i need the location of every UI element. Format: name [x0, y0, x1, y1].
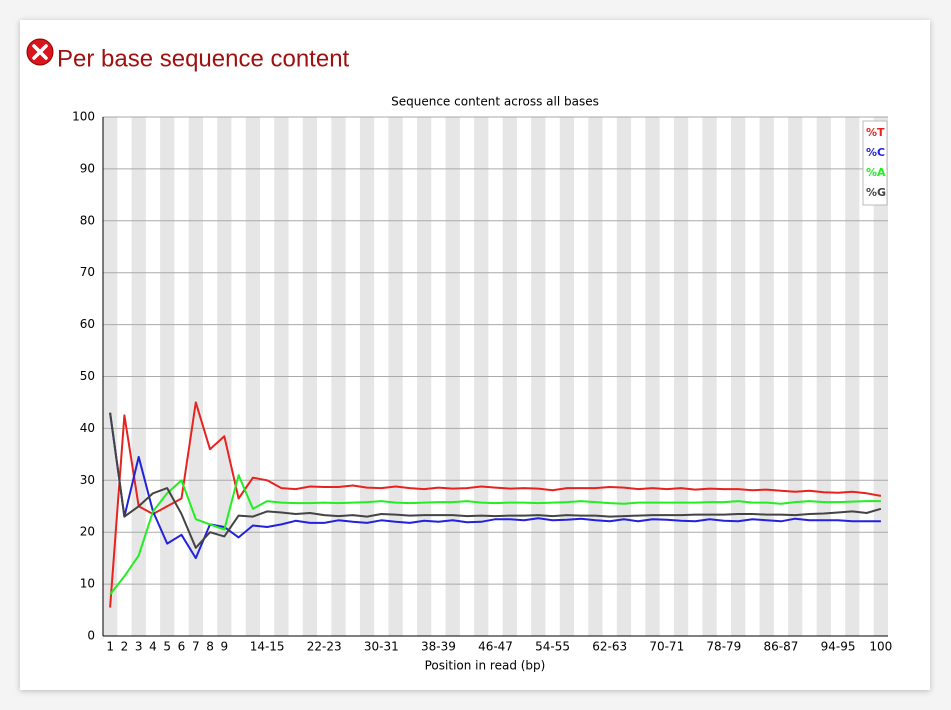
- y-tick-label: 50: [80, 369, 95, 383]
- x-tick-label: 5: [163, 640, 171, 654]
- y-tick-label: 70: [80, 265, 95, 279]
- page-title: Per base sequence content: [57, 45, 350, 72]
- x-tick-label: 6: [178, 640, 186, 654]
- y-tick-label: 30: [80, 473, 95, 487]
- x-tick-label: 94-95: [821, 640, 856, 654]
- x-tick-label: 1: [106, 640, 114, 654]
- x-tick-label: 78-79: [706, 640, 741, 654]
- legend-label: %T: [866, 126, 885, 139]
- x-tick-label: 3: [135, 640, 143, 654]
- series-line: [109, 412, 881, 560]
- x-tick-label: 54-55: [535, 640, 570, 654]
- legend-label: %A: [866, 166, 886, 179]
- y-tick-label: 60: [80, 317, 95, 331]
- y-tick-label: 10: [80, 577, 95, 591]
- y-tick-label: 90: [80, 161, 95, 175]
- y-tick-label: 20: [80, 525, 95, 539]
- x-tick-label: 8: [206, 640, 214, 654]
- x-tick-label: 22-23: [307, 640, 342, 654]
- series-line: [109, 401, 882, 608]
- y-tick-label: 0: [87, 629, 95, 643]
- legend-label: %C: [866, 146, 885, 159]
- y-tick-label: 40: [80, 421, 95, 435]
- x-tick-label: 38-39: [421, 640, 456, 654]
- chart-title: Sequence content across all bases: [391, 95, 599, 109]
- x-tick-label: 4: [149, 640, 157, 654]
- x-tick-label: 14-15: [250, 640, 285, 654]
- legend-label: %G: [866, 186, 886, 199]
- x-tick-label: 62-63: [592, 640, 627, 654]
- x-tick-label: 9: [220, 640, 228, 654]
- legend-box: [862, 120, 888, 206]
- x-tick-label: 46-47: [478, 640, 513, 654]
- y-tick-label: 80: [80, 213, 95, 227]
- x-tick-label: 70-71: [649, 640, 684, 654]
- series-line: [109, 474, 881, 596]
- x-tick-label: 86-87: [764, 640, 799, 654]
- y-tick-label: 100: [72, 110, 95, 124]
- error-icon: [26, 38, 54, 66]
- x-tick-label: 7: [192, 640, 200, 654]
- series-line: [109, 412, 882, 549]
- x-tick-label: 2: [121, 640, 129, 654]
- x-tick-label: 100: [869, 640, 892, 654]
- x-axis-label: Position in read (bp): [425, 659, 546, 673]
- x-tick-label: 30-31: [364, 640, 399, 654]
